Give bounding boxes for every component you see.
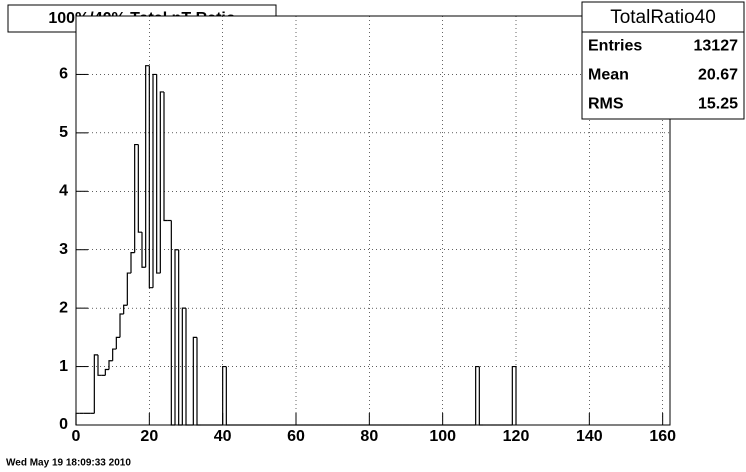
x-tick-label: 100 xyxy=(429,428,456,445)
stats-value: 20.67 xyxy=(698,67,738,84)
histogram-bin xyxy=(478,366,483,426)
stats-label: Entries xyxy=(588,38,642,55)
histogram-bin xyxy=(225,366,230,426)
histogram-bin xyxy=(115,336,120,350)
x-tick-label: 60 xyxy=(287,428,305,445)
stats-label: Mean xyxy=(588,67,629,84)
histogram-bin xyxy=(152,73,157,288)
histogram-bin xyxy=(123,304,128,314)
histogram-bin xyxy=(97,354,102,376)
histogram-bin xyxy=(130,252,135,274)
histogram-bin xyxy=(108,360,113,370)
histogram-bin xyxy=(170,220,175,426)
histogram-bin xyxy=(174,249,179,425)
histogram-bin xyxy=(145,65,150,268)
stats-value: 15.25 xyxy=(698,96,738,113)
histogram-bin xyxy=(475,365,480,425)
histogram-bin xyxy=(137,144,142,233)
stats-label: RMS xyxy=(588,96,624,113)
y-tick-label: 3 xyxy=(59,241,68,258)
histogram-bin xyxy=(163,91,168,222)
y-tick-label: 4 xyxy=(59,183,68,200)
histogram-bin xyxy=(75,412,80,425)
y-tick-label: 1 xyxy=(59,358,68,375)
histogram-bin xyxy=(196,337,201,426)
histogram-bin xyxy=(181,307,186,425)
x-tick-label: 80 xyxy=(360,428,378,445)
y-tick-label: 2 xyxy=(59,299,68,316)
histogram-bin xyxy=(112,348,117,361)
x-tick-label: 160 xyxy=(649,428,676,445)
histogram-bin xyxy=(192,336,197,425)
histogram-bin xyxy=(93,354,98,414)
x-tick-label: 0 xyxy=(72,428,81,445)
histogram-bin xyxy=(119,313,124,338)
stats-value: 13127 xyxy=(694,38,739,55)
x-tick-label: 40 xyxy=(214,428,232,445)
timestamp: Wed May 19 18:09:33 2010 xyxy=(6,458,131,469)
histogram-bin xyxy=(141,232,146,268)
stats-title: TotalRatio40 xyxy=(610,7,716,28)
y-tick-label: 6 xyxy=(59,66,68,83)
histogram-bin xyxy=(156,74,161,274)
stats-box xyxy=(581,1,745,120)
histogram-bin xyxy=(159,91,164,274)
y-tick-label: 5 xyxy=(59,124,68,141)
x-tick-label: 20 xyxy=(140,428,158,445)
histogram-bin xyxy=(222,365,227,425)
histogram-bin xyxy=(511,365,516,425)
histogram-bin xyxy=(148,65,153,289)
histogram-bin xyxy=(104,368,109,376)
histogram-bin xyxy=(185,308,190,426)
histogram-bin xyxy=(134,143,139,253)
histogram-bin xyxy=(178,249,183,426)
histogram-bin xyxy=(126,272,131,306)
y-tick-label: 0 xyxy=(59,416,68,433)
x-tick-label: 140 xyxy=(576,428,603,445)
x-tick-label: 120 xyxy=(503,428,530,445)
